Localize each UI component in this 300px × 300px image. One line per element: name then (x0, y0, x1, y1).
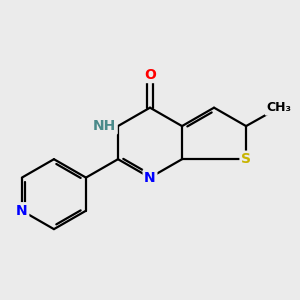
Text: O: O (144, 68, 156, 82)
Text: CH₃: CH₃ (266, 101, 291, 114)
Text: S: S (241, 152, 251, 166)
Text: N: N (16, 204, 28, 218)
Text: N: N (144, 171, 156, 184)
Text: NH: NH (93, 119, 116, 133)
